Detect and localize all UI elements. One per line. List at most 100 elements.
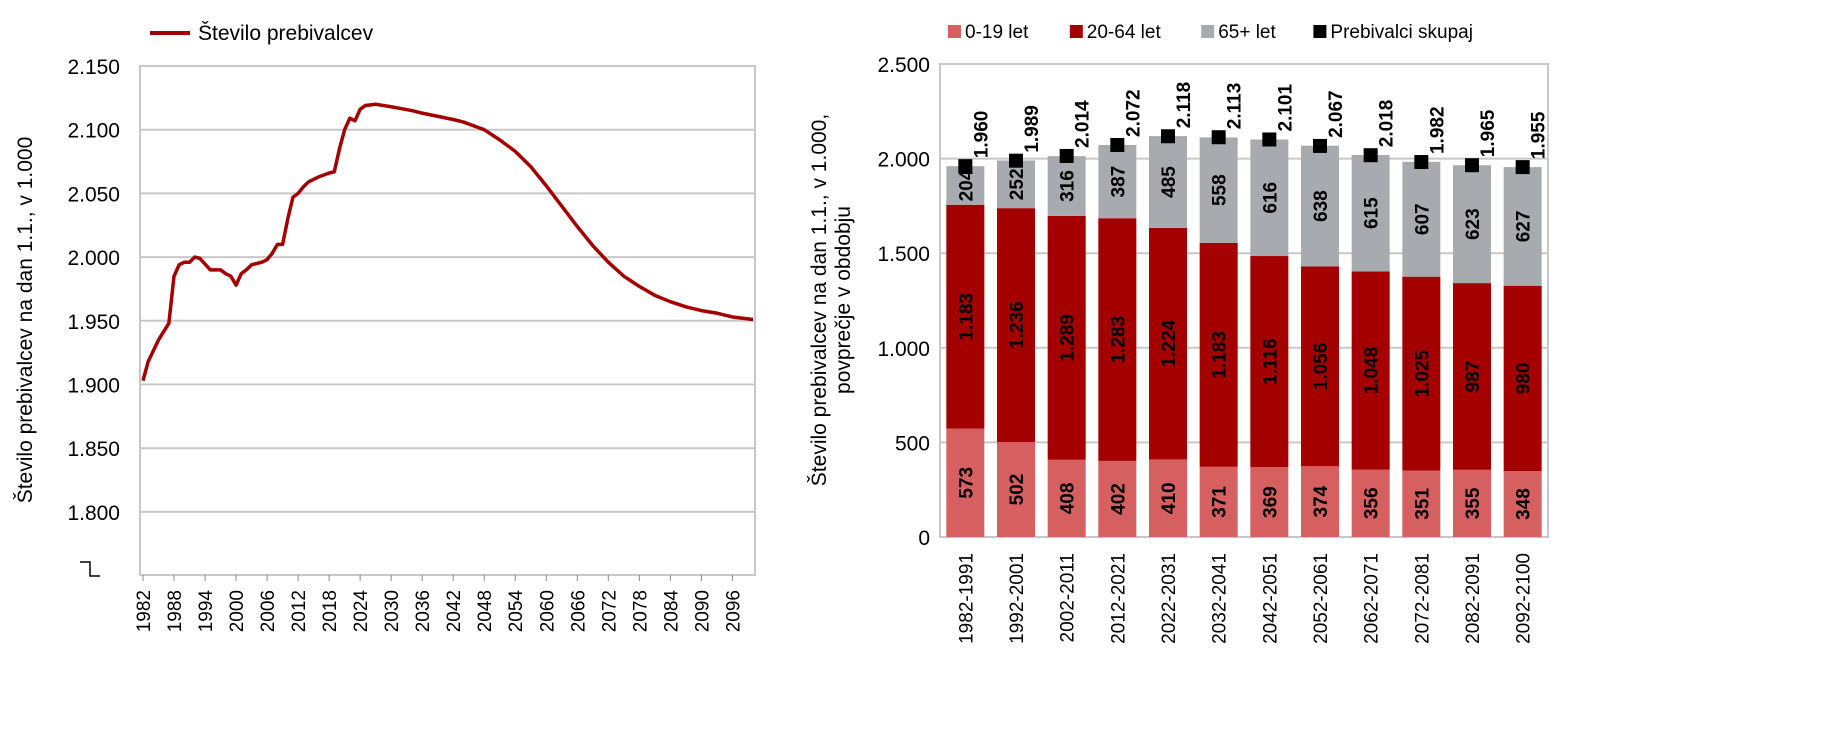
bar-segment-20-64-let bbox=[1301, 266, 1339, 467]
bar-segment-0-19-let bbox=[997, 442, 1035, 537]
bar-segment-65-let bbox=[997, 160, 1035, 209]
bar-segment-0-19-let bbox=[1453, 469, 1491, 537]
x-tick-label: 2090 bbox=[692, 590, 713, 632]
y-axis-title: Število prebivalcev na dan 1.1., v 1.000… bbox=[808, 114, 831, 486]
legend-swatch bbox=[1201, 25, 1215, 38]
data-label: 623 bbox=[1463, 208, 1484, 240]
total-label: 1.965 bbox=[1478, 109, 1499, 157]
x-tick-label: 2042-2051 bbox=[1260, 553, 1281, 644]
x-tick-label: 2006 bbox=[258, 590, 279, 632]
x-tick-label: 2024 bbox=[351, 590, 372, 633]
y-tick-label: 1.950 bbox=[67, 311, 120, 334]
x-tick-label: 2052-2061 bbox=[1311, 553, 1332, 644]
bar-segment-0-19-let bbox=[1098, 460, 1137, 537]
y-tick-label: 1.800 bbox=[67, 502, 120, 525]
total-marker bbox=[1262, 132, 1277, 147]
data-label: 502 bbox=[1007, 474, 1028, 506]
bar-segment-65-let bbox=[1250, 139, 1289, 257]
y-tick-label: 1.850 bbox=[67, 438, 120, 461]
x-tick-label: 2012-2021 bbox=[1108, 553, 1129, 644]
data-label: 1.056 bbox=[1311, 343, 1332, 391]
total-marker bbox=[958, 159, 973, 174]
total-marker bbox=[1465, 158, 1479, 173]
data-label: 638 bbox=[1311, 190, 1332, 222]
y-tick-label: 2.000 bbox=[877, 149, 930, 172]
bar-segment-65-let bbox=[1098, 144, 1137, 219]
total-label: 2.101 bbox=[1275, 84, 1296, 132]
x-tick-label: 2092-2100 bbox=[1514, 553, 1535, 644]
x-tick-label: 2036 bbox=[413, 590, 434, 632]
x-tick-label: 2002-2011 bbox=[1058, 553, 1079, 642]
total-marker bbox=[1059, 148, 1074, 163]
y-tick-label: 2.500 bbox=[877, 54, 930, 77]
data-label: 371 bbox=[1210, 486, 1231, 518]
y-tick-label: 2.100 bbox=[67, 120, 120, 143]
y-axis-title: povprečje v obdobju bbox=[832, 206, 855, 394]
bar-segment-65-let bbox=[1149, 136, 1187, 228]
y-tick-label: 500 bbox=[895, 432, 930, 455]
bar-segment-0-19-let bbox=[1047, 459, 1086, 537]
y-tick-label: 0 bbox=[918, 527, 930, 550]
x-tick-label: 2062-2071 bbox=[1362, 553, 1383, 644]
bar-segment-0-19-let bbox=[946, 428, 985, 537]
bar-segment-20-64-let bbox=[1250, 256, 1289, 468]
data-label: 987 bbox=[1463, 361, 1484, 393]
x-tick-label: 2060 bbox=[537, 590, 558, 632]
bar-segment-20-64-let bbox=[1402, 276, 1441, 471]
data-label: 558 bbox=[1210, 174, 1231, 206]
total-label: 2.014 bbox=[1073, 100, 1094, 148]
total-marker bbox=[1009, 153, 1023, 168]
data-label: 355 bbox=[1463, 487, 1484, 519]
data-label: 316 bbox=[1058, 170, 1079, 202]
data-label: 374 bbox=[1311, 485, 1332, 517]
bar-segment-65-let bbox=[1453, 165, 1491, 284]
legend-label: Število prebivalcev bbox=[198, 22, 374, 45]
bar-segment-20-64-let bbox=[1047, 215, 1086, 460]
y-tick-label: 2.050 bbox=[67, 183, 120, 206]
total-marker bbox=[1110, 137, 1125, 152]
data-label: 1.116 bbox=[1260, 338, 1281, 385]
x-tick-label: 2018 bbox=[320, 590, 341, 632]
bar-segment-20-64-let bbox=[1351, 271, 1390, 470]
data-label: 573 bbox=[956, 467, 977, 499]
y-tick-label: 2.000 bbox=[67, 247, 120, 270]
total-label: 2.118 bbox=[1174, 82, 1195, 129]
y-axis-title: Število prebivalcev na dan 1.1., v 1.000 bbox=[14, 137, 37, 504]
data-label: 615 bbox=[1362, 197, 1383, 229]
data-label: 204 bbox=[956, 169, 977, 201]
y-tick-label: 2.150 bbox=[67, 56, 120, 79]
y-tick-label: 1.500 bbox=[877, 243, 930, 266]
data-label: 356 bbox=[1362, 487, 1383, 519]
bar-segment-20-64-let bbox=[946, 204, 985, 429]
total-label: 1.955 bbox=[1529, 111, 1550, 159]
bar-segment-65-let bbox=[1351, 155, 1390, 272]
bar-segment-0-19-let bbox=[1402, 470, 1441, 537]
data-label: 1.289 bbox=[1058, 314, 1079, 362]
data-label: 1.283 bbox=[1108, 316, 1129, 364]
data-label: 616 bbox=[1260, 182, 1281, 214]
data-label: 252 bbox=[1007, 168, 1028, 200]
bar-segment-20-64-let bbox=[1453, 283, 1491, 470]
bar-segment-20-64-let bbox=[997, 208, 1035, 443]
bar-segment-65-let bbox=[1503, 167, 1542, 286]
total-label: 2.067 bbox=[1326, 90, 1347, 138]
x-tick-label: 2054 bbox=[506, 590, 527, 633]
total-marker bbox=[1363, 148, 1378, 163]
legend-swatch bbox=[1069, 25, 1083, 38]
legend-label: Prebivalci skupaj bbox=[1330, 22, 1473, 43]
x-tick-label: 2000 bbox=[227, 590, 248, 632]
bar-segment-0-19-let bbox=[1301, 466, 1339, 537]
data-label: 485 bbox=[1159, 166, 1180, 198]
data-label: 1.183 bbox=[1210, 331, 1231, 379]
data-label: 1.025 bbox=[1412, 349, 1433, 397]
x-tick-label: 2084 bbox=[661, 590, 682, 633]
total-marker bbox=[1313, 138, 1327, 153]
total-label: 2.018 bbox=[1377, 100, 1398, 148]
data-label: 1.236 bbox=[1007, 301, 1028, 349]
x-tick-label: 2048 bbox=[475, 590, 496, 632]
x-tick-label: 2030 bbox=[382, 590, 403, 632]
bar-segment-65-let bbox=[1199, 137, 1238, 243]
y-tick-label: 1.000 bbox=[877, 338, 930, 361]
bar-segment-20-64-let bbox=[1149, 227, 1187, 460]
